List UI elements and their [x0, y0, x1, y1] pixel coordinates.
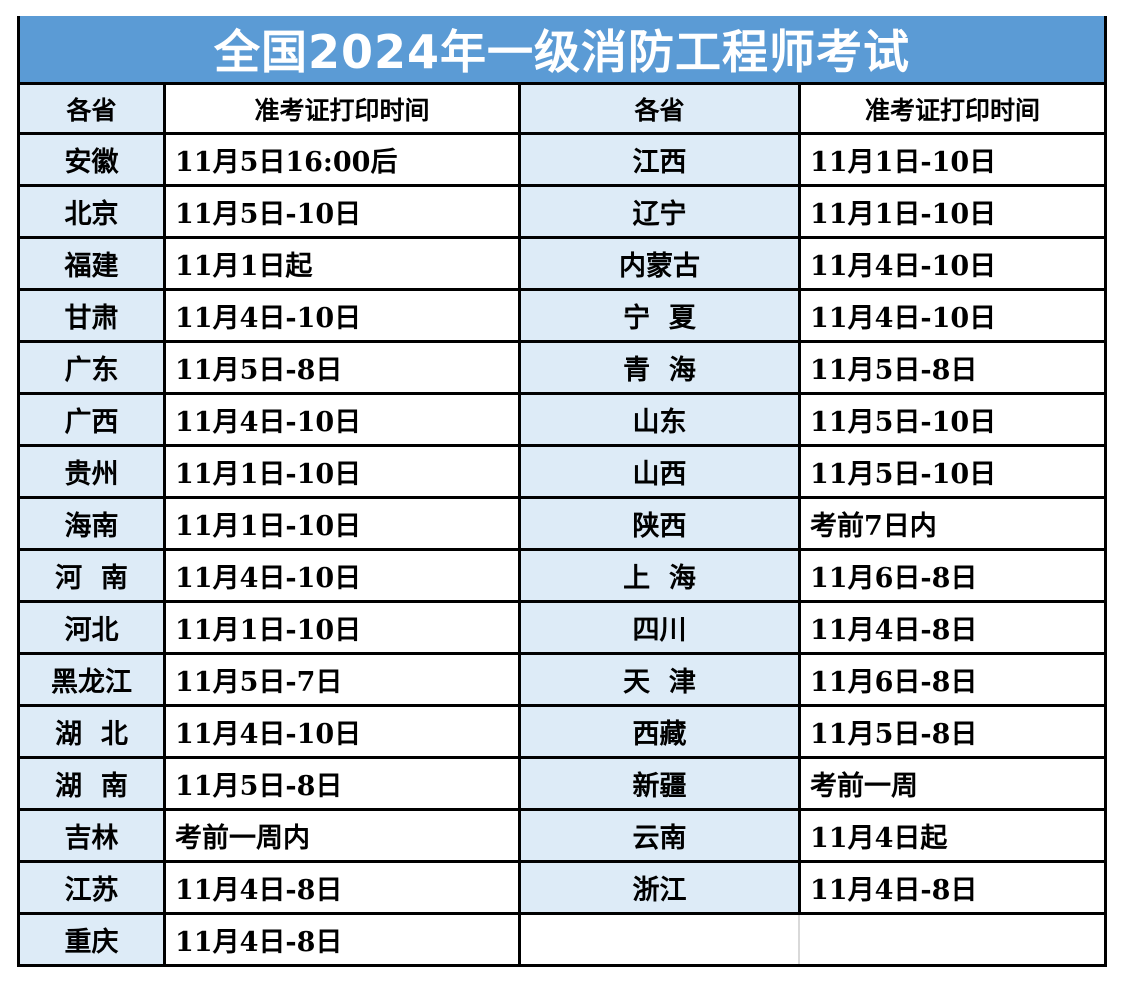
- time-cell: 11月1日-10日: [163, 447, 518, 496]
- province-cell: 广西: [20, 395, 163, 444]
- time-cell: 考前7日内: [798, 499, 1104, 548]
- time-cell: 11月4日起: [798, 811, 1104, 860]
- table-row: 甘肃 11月4日-10日宁 夏 11月4日-10日: [20, 288, 1104, 340]
- province-cell: 青 海: [518, 343, 798, 392]
- time-cell: 11月5日-8日: [163, 759, 518, 808]
- time-cell: 11月4日-8日: [798, 863, 1104, 912]
- table-body: 安徽 11月5日16:00后 江西 11月1日-10日 北京 11月5日-10日 辽宁 11月…: [20, 132, 1104, 964]
- province-cell: 湖 南: [20, 759, 163, 808]
- header-time-left: 准考证打印时间: [163, 85, 518, 132]
- header-province-right: 各省: [518, 85, 798, 132]
- table-row: 安徽 11月5日16:00后 江西 11月1日-10日: [20, 132, 1104, 184]
- table-row: 海南 11月1日-10日 陕西 考前7日内: [20, 496, 1104, 548]
- province-cell: 福建: [20, 239, 163, 288]
- time-cell: [798, 915, 1104, 964]
- table-row: 广西 11月4日-10日 山东 11月5日-10日: [20, 392, 1104, 444]
- table-row: 北京 11月5日-10日 辽宁 11月1日-10日: [20, 184, 1104, 236]
- time-cell: 11月4日-10日: [798, 291, 1104, 340]
- time-cell: 11月6日-8日: [798, 655, 1104, 704]
- time-cell: 11月1日-10日: [163, 603, 518, 652]
- province-cell: 新疆: [518, 759, 798, 808]
- province-cell: 辽宁: [518, 187, 798, 236]
- table-row: 福建 11月1日起 内蒙古 11月4日-10日: [20, 236, 1104, 288]
- province-cell: 上 海: [518, 551, 798, 600]
- header-time-right: 准考证打印时间: [798, 85, 1104, 132]
- province-cell: 四川: [518, 603, 798, 652]
- province-cell: 西藏: [518, 707, 798, 756]
- time-cell: 11月1日起: [163, 239, 518, 288]
- province-cell: 江西: [518, 135, 798, 184]
- time-cell: 11月5日-8日: [798, 707, 1104, 756]
- time-cell: 11月5日16:00后: [163, 135, 518, 184]
- table-header-row: 各省 准考证打印时间 各省 准考证打印时间: [20, 82, 1104, 132]
- province-cell: 云南: [518, 811, 798, 860]
- table-row: 广东 11月5日-8日青 海 11月5日-8日: [20, 340, 1104, 392]
- table-row: 黑龙江 11月5日-7日天 津 11月6日-8日: [20, 652, 1104, 704]
- time-cell: 11月5日-10日: [798, 447, 1104, 496]
- table-row: 江苏 11月4日-8日 浙江 11月4日-8日: [20, 860, 1104, 912]
- table-row: 湖 北 11月4日-10日 西藏 11月5日-8日: [20, 704, 1104, 756]
- time-cell: 11月6日-8日: [798, 551, 1104, 600]
- province-cell: 湖 北: [20, 707, 163, 756]
- province-cell: 江苏: [20, 863, 163, 912]
- province-cell: 安徽: [20, 135, 163, 184]
- time-cell: 11月4日-8日: [163, 915, 518, 964]
- table-row: 吉林 考前一周内 云南 11月4日起: [20, 808, 1104, 860]
- time-cell: 11月1日-10日: [798, 187, 1104, 236]
- time-cell: 考前一周: [798, 759, 1104, 808]
- province-cell: 山东: [518, 395, 798, 444]
- province-cell: 广东: [20, 343, 163, 392]
- province-cell: [518, 915, 798, 964]
- exam-schedule-table: 全国2024年一级消防工程师考试 各省 准考证打印时间 各省 准考证打印时间 安…: [17, 16, 1107, 967]
- table-row: 湖 南 11月5日-8日 新疆 考前一周: [20, 756, 1104, 808]
- province-cell: 重庆: [20, 915, 163, 964]
- province-cell: 黑龙江: [20, 655, 163, 704]
- table-row: 河北 11月1日-10日 四川 11月4日-8日: [20, 600, 1104, 652]
- time-cell: 11月1日-10日: [163, 499, 518, 548]
- table-row: 河 南 11月4日-10日上 海 11月6日-8日: [20, 548, 1104, 600]
- province-cell: 宁 夏: [518, 291, 798, 340]
- table-row: 贵州 11月1日-10日 山西 11月5日-10日: [20, 444, 1104, 496]
- province-cell: 陕西: [518, 499, 798, 548]
- time-cell: 11月4日-10日: [798, 239, 1104, 288]
- table-row: 重庆 11月4日-8日: [20, 912, 1104, 964]
- province-cell: 河 南: [20, 551, 163, 600]
- time-cell: 11月5日-10日: [798, 395, 1104, 444]
- province-cell: 内蒙古: [518, 239, 798, 288]
- time-cell: 11月4日-10日: [163, 707, 518, 756]
- province-cell: 北京: [20, 187, 163, 236]
- province-cell: 吉林: [20, 811, 163, 860]
- province-cell: 甘肃: [20, 291, 163, 340]
- time-cell: 考前一周内: [163, 811, 518, 860]
- table-title: 全国2024年一级消防工程师考试: [20, 16, 1104, 82]
- province-cell: 河北: [20, 603, 163, 652]
- time-cell: 11月4日-10日: [163, 551, 518, 600]
- time-cell: 11月5日-10日: [163, 187, 518, 236]
- time-cell: 11月5日-8日: [798, 343, 1104, 392]
- time-cell: 11月4日-8日: [798, 603, 1104, 652]
- header-province-left: 各省: [20, 85, 163, 132]
- province-cell: 贵州: [20, 447, 163, 496]
- time-cell: 11月4日-10日: [163, 291, 518, 340]
- province-cell: 海南: [20, 499, 163, 548]
- time-cell: 11月4日-8日: [163, 863, 518, 912]
- time-cell: 11月1日-10日: [798, 135, 1104, 184]
- time-cell: 11月5日-7日: [163, 655, 518, 704]
- province-cell: 浙江: [518, 863, 798, 912]
- time-cell: 11月5日-8日: [163, 343, 518, 392]
- province-cell: 山西: [518, 447, 798, 496]
- time-cell: 11月4日-10日: [163, 395, 518, 444]
- province-cell: 天 津: [518, 655, 798, 704]
